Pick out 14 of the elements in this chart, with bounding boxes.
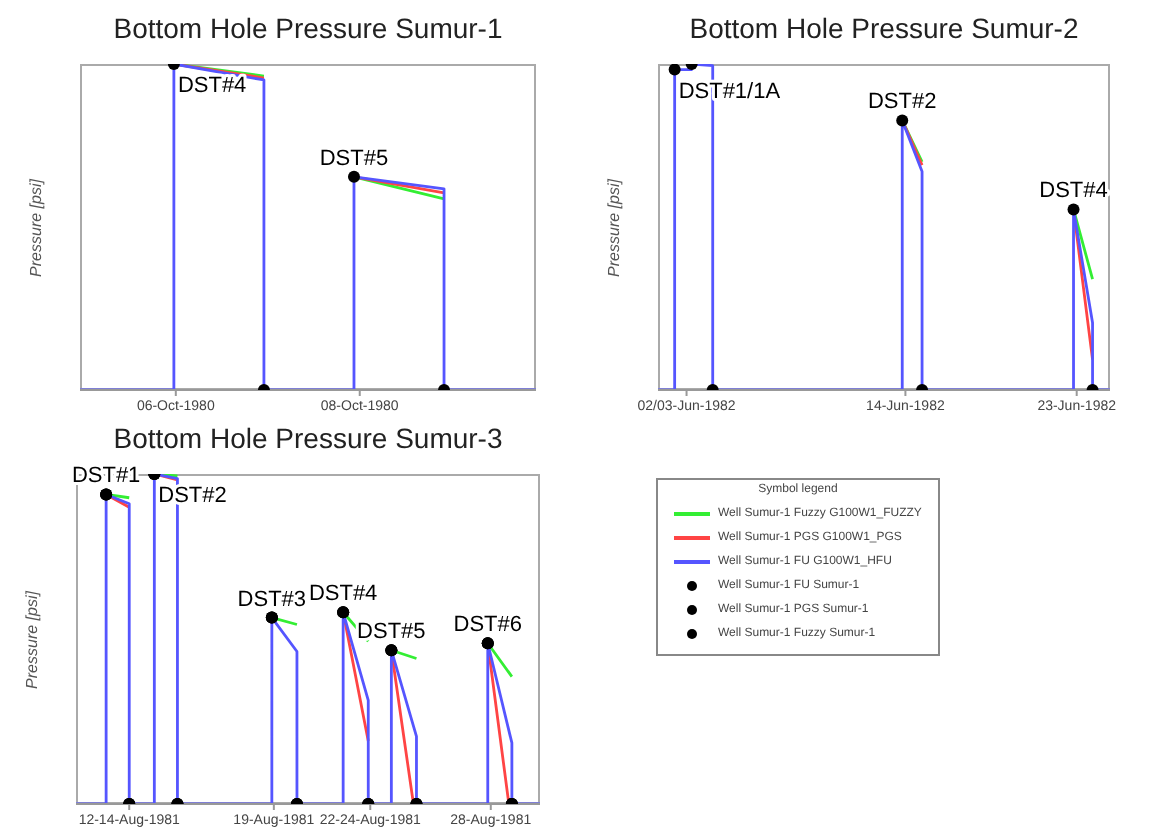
annotation: DST#4 [177,74,247,98]
chart-title: Bottom Hole Pressure Sumur-1 [111,12,505,44]
annotation: DST#5 [319,146,389,171]
annotation: DST#6 [453,613,523,638]
annotation: DST#1 [71,464,141,489]
annotation: DST#3 [237,587,307,612]
chart-title: Bottom Hole Pressure Sumur-3 [111,422,505,454]
annotation: DST#2 [867,90,937,115]
y-axis-title: Pressure [psi] [23,590,41,688]
chart-title: Bottom Hole Pressure Sumur-2 [687,12,1081,44]
y-axis-title: Pressure [psi] [605,178,623,276]
annotation: DST#4 [308,582,378,607]
annotation: DST#4 [1039,179,1108,204]
y-axis-title: Pressure [psi] [27,178,45,276]
